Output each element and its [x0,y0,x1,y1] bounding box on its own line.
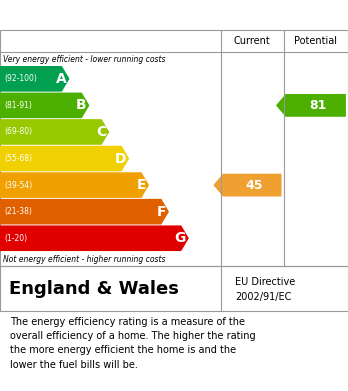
Text: (1-20): (1-20) [4,234,27,243]
Text: E: E [137,178,146,192]
Text: (81-91): (81-91) [4,101,32,110]
Text: (69-80): (69-80) [4,127,32,136]
Polygon shape [0,226,189,251]
Text: 45: 45 [246,179,263,192]
Polygon shape [0,93,89,118]
Text: A: A [56,72,67,86]
Text: The energy efficiency rating is a measure of the
overall efficiency of a home. T: The energy efficiency rating is a measur… [10,317,256,370]
Text: G: G [175,231,186,245]
Polygon shape [276,94,346,117]
Polygon shape [0,199,169,224]
Text: C: C [96,125,106,139]
Polygon shape [0,66,70,91]
Text: EU Directive: EU Directive [235,277,295,287]
Text: Current: Current [234,36,271,46]
Text: Very energy efficient - lower running costs: Very energy efficient - lower running co… [3,54,166,63]
Text: (55-68): (55-68) [4,154,32,163]
Polygon shape [213,174,282,197]
Text: (21-38): (21-38) [4,207,32,216]
Text: (92-100): (92-100) [4,74,37,83]
Polygon shape [0,119,109,145]
Text: Potential: Potential [294,36,337,46]
Text: 81: 81 [309,99,327,112]
Polygon shape [0,172,149,198]
Text: England & Wales: England & Wales [9,280,179,298]
Polygon shape [0,146,129,171]
Text: F: F [157,204,166,219]
Text: Energy Efficiency Rating: Energy Efficiency Rating [10,7,220,23]
Text: D: D [115,152,126,165]
Text: 2002/91/EC: 2002/91/EC [235,292,291,301]
Text: Not energy efficient - higher running costs: Not energy efficient - higher running co… [3,255,166,264]
Text: B: B [76,99,87,112]
Text: (39-54): (39-54) [4,181,32,190]
